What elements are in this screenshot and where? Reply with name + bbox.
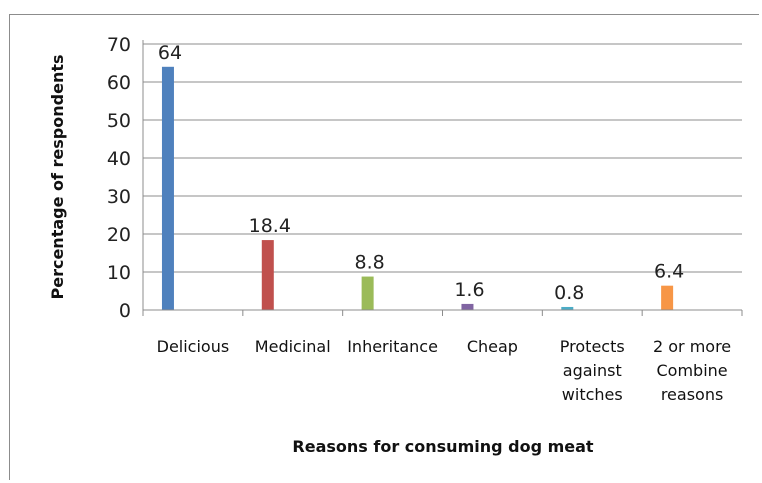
data-label: 0.8 [554,282,584,304]
y-tick-label: 30 [107,186,131,208]
category-labels: Delicious Medicinal Inheritance Cheap Protec… [157,337,732,404]
gridlines [142,43,743,316]
category-label: witches [562,385,623,404]
bar [561,306,574,310]
category-label: against [563,361,622,380]
y-tick-label: 20 [107,224,131,246]
y-tick-label: 40 [107,148,131,170]
data-label: 64 [158,42,182,64]
category-label: 2 or more [653,337,731,356]
bar [361,276,374,310]
bar [261,240,274,310]
bar [661,285,674,310]
data-label: 1.6 [454,279,484,301]
y-tick-labels: 0 10 20 30 40 50 60 70 [107,34,131,322]
chart-frame [9,14,759,480]
category-label: Protects [560,337,625,356]
category-label: Cheap [467,337,518,356]
data-label: 8.8 [355,252,385,274]
data-label: 6.4 [654,261,684,283]
category-label: Combine [657,361,728,380]
y-axis-title: Percentage of respondents [48,54,67,299]
y-tick-label: 0 [119,300,131,322]
category-label: Delicious [157,337,230,356]
y-tick-label: 10 [107,262,131,284]
data-labels: 64 18.4 8.8 1.6 0.8 6.4 [158,42,684,304]
category-label: Medicinal [255,337,331,356]
data-label: 18.4 [249,215,291,237]
y-tick-label: 70 [107,34,131,56]
category-label: Inheritance [347,337,438,356]
bar [461,303,474,310]
x-axis-title: Reasons for consuming dog meat [292,437,594,456]
y-tick-label: 60 [107,72,131,94]
category-label: reasons [661,385,723,404]
bar [161,66,174,310]
bars [161,66,674,310]
y-tick-label: 50 [107,110,131,132]
